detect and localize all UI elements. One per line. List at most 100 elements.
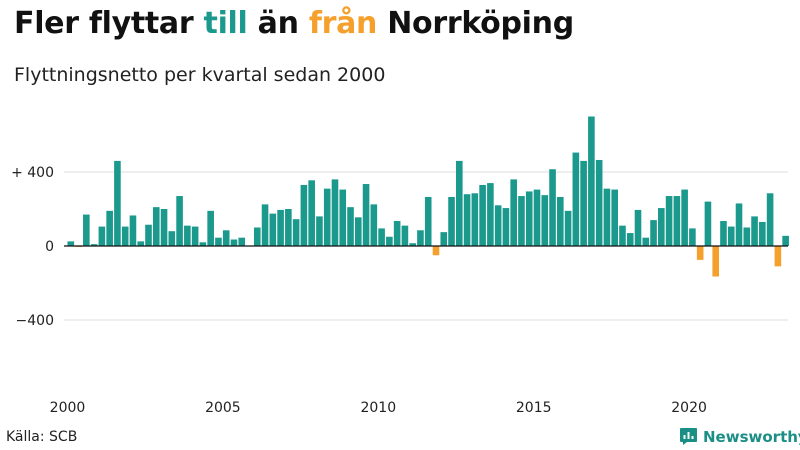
bar bbox=[199, 242, 207, 246]
bar bbox=[253, 227, 261, 246]
bar bbox=[448, 196, 455, 246]
bar bbox=[417, 230, 424, 246]
bar bbox=[673, 196, 681, 246]
bar bbox=[572, 152, 580, 246]
bar bbox=[83, 214, 90, 246]
bar bbox=[751, 216, 758, 246]
bar bbox=[347, 207, 354, 246]
x-tick-label: 2005 bbox=[205, 400, 241, 416]
bar bbox=[160, 209, 168, 246]
bar bbox=[401, 225, 409, 246]
bar bbox=[424, 196, 432, 246]
bar bbox=[440, 232, 448, 247]
bar bbox=[176, 196, 183, 246]
bar bbox=[619, 225, 626, 246]
x-tick-label: 2000 bbox=[50, 400, 86, 416]
bar bbox=[184, 225, 191, 246]
bar bbox=[409, 243, 416, 246]
bar bbox=[230, 239, 238, 246]
title-part-2: än bbox=[247, 6, 309, 41]
bar bbox=[634, 209, 642, 247]
title-fran: från bbox=[308, 6, 378, 41]
x-tick-label: 2020 bbox=[671, 400, 707, 416]
bar bbox=[626, 233, 634, 246]
bar bbox=[308, 180, 315, 246]
bar bbox=[191, 226, 199, 246]
bar bbox=[588, 116, 595, 246]
bar bbox=[323, 188, 331, 246]
bar bbox=[145, 224, 152, 246]
bar bbox=[525, 191, 533, 247]
bar bbox=[152, 207, 160, 246]
bar bbox=[518, 196, 525, 246]
title-part-1: Fler flyttar bbox=[14, 6, 204, 41]
bar bbox=[533, 189, 541, 246]
bar bbox=[98, 226, 106, 246]
bar bbox=[292, 219, 300, 246]
brand-name: Newsworthy bbox=[703, 427, 800, 446]
bar bbox=[300, 184, 308, 246]
bar bbox=[90, 244, 98, 246]
bar bbox=[386, 236, 393, 246]
bar bbox=[727, 226, 735, 246]
bar bbox=[316, 216, 323, 246]
bar bbox=[121, 226, 129, 246]
bar bbox=[774, 246, 782, 267]
bar bbox=[549, 169, 556, 246]
chart-logo-icon bbox=[680, 428, 697, 445]
source-note: Källa: SCB bbox=[6, 429, 78, 445]
x-tick-label: 2010 bbox=[360, 400, 396, 416]
x-tick-label: 2015 bbox=[516, 400, 552, 416]
bar bbox=[129, 215, 137, 246]
chart-title: Fler flyttar till än från Norrköping bbox=[14, 6, 574, 41]
bar bbox=[354, 217, 362, 246]
bar bbox=[114, 160, 121, 246]
bar bbox=[487, 183, 494, 246]
bar bbox=[743, 227, 751, 246]
bar bbox=[564, 210, 572, 246]
bar bbox=[510, 179, 517, 246]
bar bbox=[261, 204, 269, 247]
bar bbox=[370, 204, 378, 247]
bar bbox=[479, 184, 486, 246]
bar bbox=[432, 246, 440, 256]
bar bbox=[277, 209, 284, 247]
bar bbox=[168, 231, 176, 246]
bar bbox=[782, 235, 789, 246]
bar bbox=[137, 241, 145, 247]
bar bbox=[331, 179, 339, 246]
bar bbox=[238, 237, 246, 246]
bar bbox=[67, 241, 75, 247]
bar bbox=[658, 208, 665, 246]
bar bbox=[603, 188, 611, 246]
chart-subtitle: Flyttningsnetto per kvartal sedan 2000 bbox=[14, 64, 386, 86]
bar bbox=[378, 228, 385, 246]
bar bbox=[665, 196, 673, 246]
bar bbox=[463, 194, 471, 246]
bar bbox=[720, 221, 727, 247]
y-tick-label: −400 bbox=[16, 313, 54, 329]
bar bbox=[712, 246, 720, 277]
bar bbox=[471, 193, 479, 247]
bar bbox=[269, 213, 277, 247]
bar bbox=[207, 210, 214, 246]
bar bbox=[689, 228, 696, 246]
bar bbox=[681, 189, 688, 246]
bar bbox=[362, 184, 370, 247]
bar bbox=[642, 237, 650, 246]
bar bbox=[650, 220, 657, 246]
bar bbox=[339, 189, 347, 246]
bar bbox=[215, 237, 222, 246]
title-part-3: Norrköping bbox=[377, 6, 574, 41]
bar bbox=[494, 205, 502, 246]
bar bbox=[704, 201, 712, 246]
bar bbox=[580, 160, 587, 246]
brand-logo: Newsworthy bbox=[679, 427, 800, 446]
bar bbox=[106, 210, 113, 246]
y-tick-label: 0 bbox=[45, 239, 54, 255]
bar bbox=[393, 221, 401, 247]
bar bbox=[456, 160, 463, 246]
bar bbox=[541, 195, 549, 247]
bar bbox=[611, 189, 618, 246]
